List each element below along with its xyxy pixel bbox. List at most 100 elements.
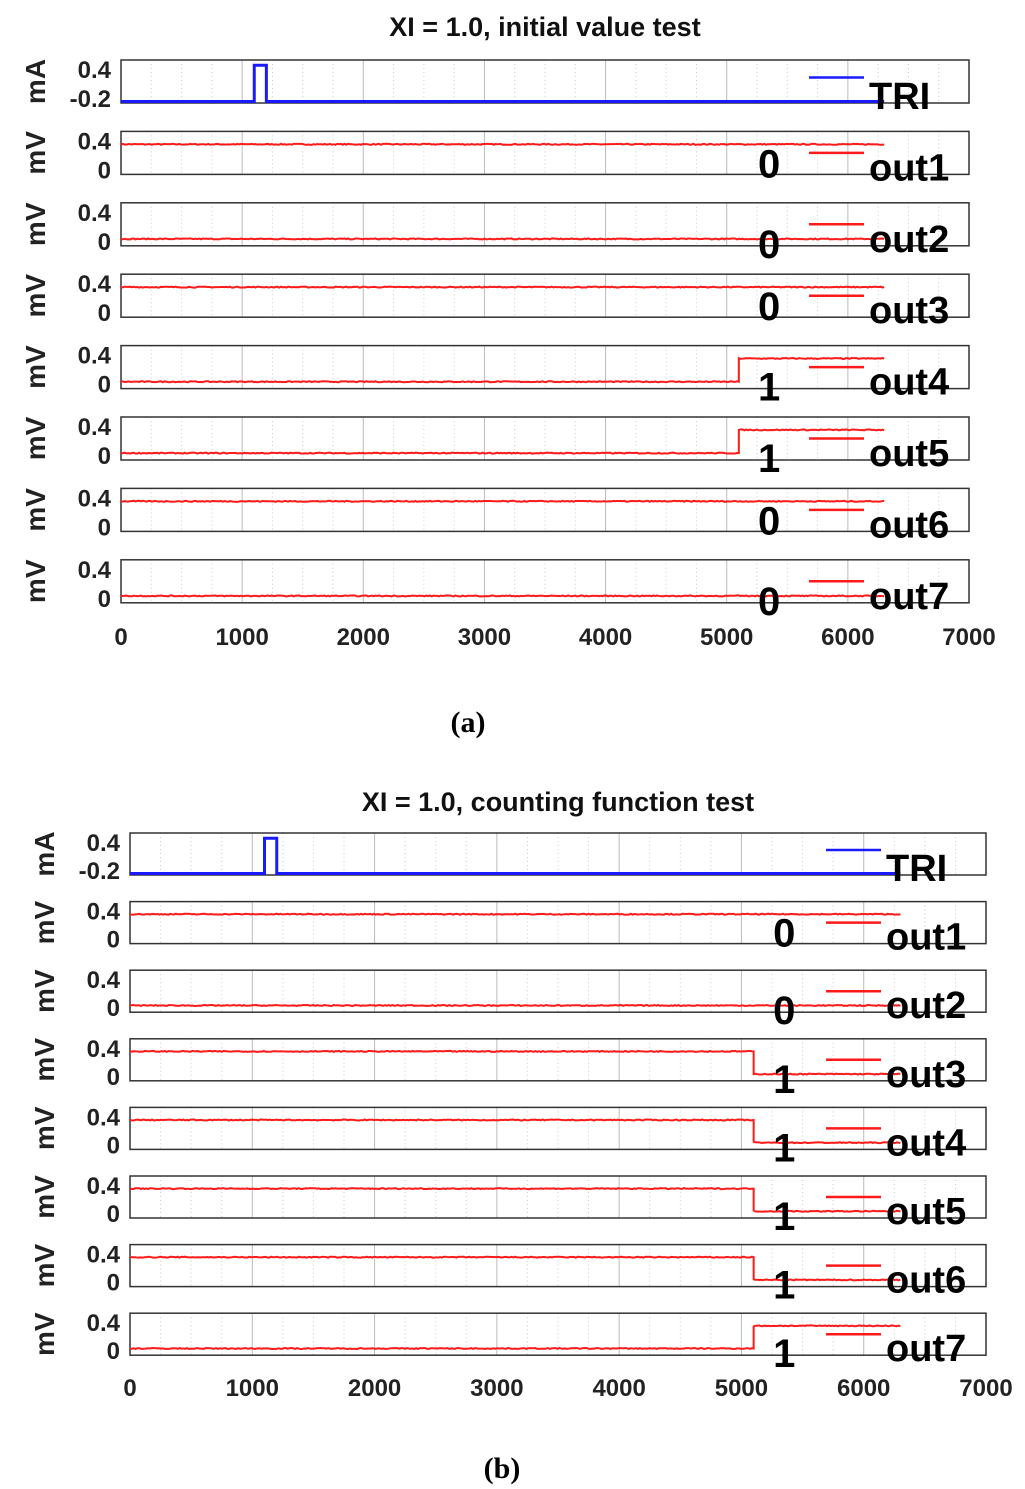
bit-annotation: 1 — [758, 437, 780, 481]
y-tick-label: 0 — [107, 1201, 120, 1228]
subplot-out5: 00.4 mV out5 1 — [29, 1173, 987, 1239]
legend-label: out6 — [886, 1260, 966, 1302]
y-tick-label: 0.4 — [87, 1104, 121, 1131]
y-tick-label: 0 — [107, 1132, 120, 1159]
bit-annotation: 1 — [773, 1058, 795, 1102]
y-tick-label: 0 — [107, 1064, 120, 1091]
x-tick-label: 3000 — [470, 1375, 523, 1402]
y-tick-label: 0.4 — [78, 414, 112, 441]
x-tick-label: 4000 — [579, 624, 632, 651]
bit-annotation: 0 — [758, 142, 780, 186]
x-tick-label: 2000 — [348, 1375, 401, 1402]
y-tick-label: 0.4 — [87, 899, 121, 926]
chart-title: XI = 1.0, counting function test — [362, 787, 754, 817]
y-tick-label: 0 — [98, 372, 111, 399]
y-axis-label: mV — [20, 488, 51, 532]
trace-out5 — [129, 1187, 901, 1213]
axes-box — [120, 487, 970, 533]
legend-label: out4 — [886, 1122, 966, 1164]
y-tick-label: 0 — [107, 995, 120, 1022]
y-tick-label: 0.4 — [78, 200, 112, 227]
legend-label: out3 — [886, 1054, 966, 1096]
subplot-out5: 00.4 mV out5 1 — [20, 414, 970, 481]
trace-out2 — [120, 237, 885, 241]
x-tick-label: 7000 — [942, 624, 995, 651]
trace-out7 — [129, 1324, 901, 1351]
y-axis-label: mV — [29, 1243, 60, 1287]
legend-label: out5 — [886, 1191, 966, 1233]
axes-box — [129, 1175, 987, 1219]
y-axis-label: mA — [20, 59, 51, 104]
y-tick-label: 0 — [98, 586, 111, 613]
y-tick-label: 0 — [98, 300, 111, 327]
x-tick-label: 3000 — [458, 624, 511, 651]
axes-box — [120, 273, 970, 318]
legend-label: out7 — [886, 1328, 966, 1370]
x-tick-label: 0 — [123, 1375, 136, 1402]
y-tick-label: 0.4 — [87, 830, 121, 857]
trace-out4 — [120, 356, 885, 384]
trace-out3 — [129, 1049, 901, 1076]
bit-annotation: 1 — [773, 1195, 795, 1239]
y-tick-label: 0.4 — [78, 557, 112, 584]
bit-annotation: 1 — [758, 366, 780, 410]
legend-label: out6 — [869, 504, 949, 546]
bit-annotation: 1 — [773, 1264, 795, 1308]
y-tick-label: 0.4 — [78, 485, 112, 512]
trace-out1 — [120, 142, 885, 146]
trace-out3 — [120, 285, 885, 289]
subplot-out4: 00.4 mV out4 1 — [29, 1104, 987, 1170]
y-axis-label: mV — [29, 1175, 60, 1219]
axes-box — [129, 1243, 987, 1288]
axes-box — [120, 344, 970, 390]
legend-label: TRI — [886, 848, 947, 890]
legend-label: out1 — [886, 917, 966, 959]
x-tick-label: 1000 — [226, 1375, 279, 1402]
y-axis-label: mV — [20, 416, 51, 460]
legend-label: out2 — [886, 985, 966, 1027]
legend-label: out2 — [869, 219, 949, 261]
trace-out1 — [129, 912, 901, 916]
x-tick-label: 7000 — [959, 1375, 1012, 1402]
x-tick-label: 5000 — [715, 1375, 768, 1402]
y-tick-label: 0.4 — [78, 128, 112, 155]
bit-annotation: 0 — [758, 223, 780, 267]
subplot-out6: 00.4 mV out6 1 — [29, 1242, 987, 1308]
bit-annotation: 0 — [773, 989, 795, 1033]
subplot-out7: 00.4 mV out7 1 — [29, 1310, 987, 1376]
y-tick-label: 0.4 — [87, 967, 121, 994]
bit-annotation: 0 — [758, 499, 780, 543]
bit-annotation: 1 — [773, 1126, 795, 1170]
y-tick-label: 0 — [107, 1270, 120, 1297]
legend-label: TRI — [869, 76, 930, 118]
y-axis-label: mV — [20, 274, 51, 318]
y-tick-label: -0.2 — [70, 86, 111, 113]
legend-label: out3 — [869, 290, 949, 332]
y-tick-label: 0.4 — [78, 271, 112, 298]
panel-a: XI = 1.0, initial value test -0.2 0.4 mA TRI… — [20, 12, 996, 739]
y-axis-label: mV — [20, 131, 51, 175]
chart-title: XI = 1.0, initial value test — [389, 12, 700, 42]
y-axis-label: mV — [20, 202, 51, 246]
axes-box — [129, 1106, 987, 1151]
x-tick-label: 4000 — [592, 1375, 645, 1402]
panel-caption: (b) — [484, 1452, 521, 1485]
bit-annotation: 0 — [773, 912, 795, 956]
y-axis-label: mV — [29, 1106, 60, 1150]
y-tick-label: 0 — [98, 157, 111, 184]
trace-out5 — [120, 428, 885, 455]
y-axis-label: mV — [29, 900, 60, 944]
trace-TRI — [130, 836, 901, 875]
x-tick-label: 2000 — [337, 624, 390, 651]
y-tick-label: 0.4 — [87, 1310, 121, 1337]
subplot-TRI: -0.20.4 mA TRI — [20, 57, 970, 118]
bit-annotation: 0 — [758, 580, 780, 624]
panel-caption: (a) — [451, 706, 486, 739]
y-tick-label: 0 — [107, 1338, 120, 1365]
y-tick-label: 0 — [107, 927, 120, 954]
